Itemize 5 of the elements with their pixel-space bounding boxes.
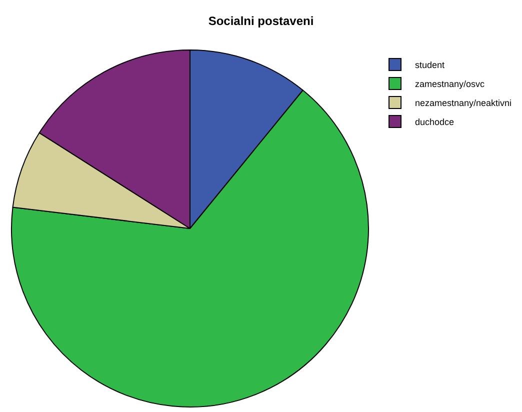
legend-label: duchodce bbox=[415, 117, 454, 128]
legend-label: student bbox=[415, 60, 446, 70]
legend-label: zamestnany/osvc bbox=[415, 79, 486, 90]
chart-title: Socialni postaveni bbox=[208, 14, 314, 28]
legend-label: nezamestnany/neaktivni bbox=[415, 98, 512, 108]
